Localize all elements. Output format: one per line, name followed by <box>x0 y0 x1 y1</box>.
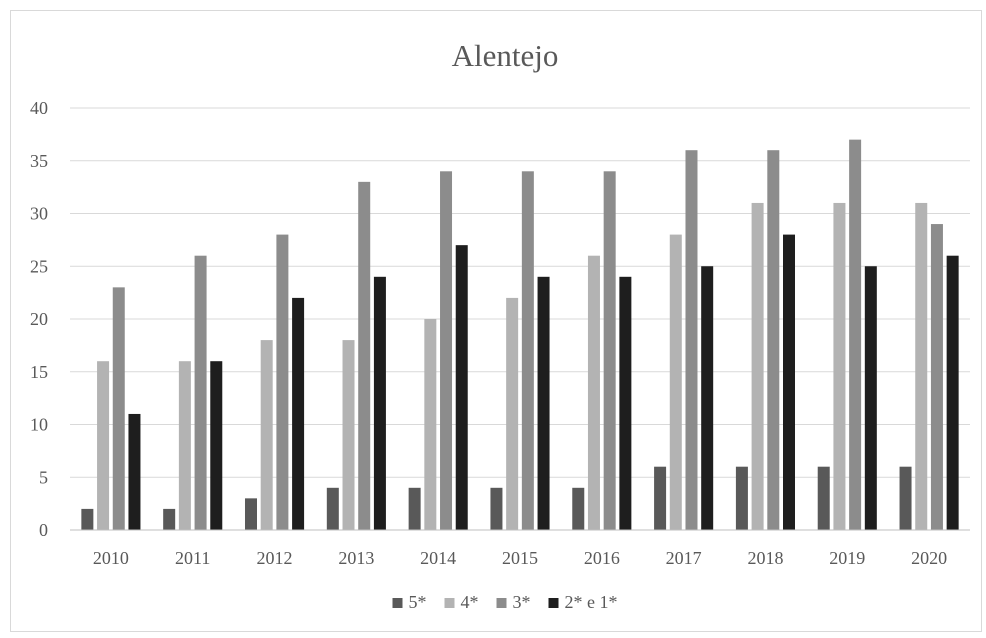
bar <box>946 255 959 530</box>
bar <box>735 466 748 530</box>
x-tick-label: 2011 <box>175 548 210 568</box>
x-tick-label: 2014 <box>420 548 456 568</box>
bar <box>521 171 534 531</box>
x-axis-ticks: 2010 2011 2012 2013 2014 2015 2016 2017 2018 2019… <box>93 548 947 568</box>
legend-swatch <box>392 598 403 608</box>
bar <box>537 276 550 530</box>
chart-title: Alentejo <box>452 38 559 73</box>
bar <box>112 287 125 530</box>
bar <box>833 202 846 530</box>
bar <box>915 202 928 530</box>
x-tick-label: 2010 <box>93 548 129 568</box>
y-tick-label: 20 <box>30 309 48 329</box>
bar <box>506 297 519 530</box>
bar <box>669 234 682 530</box>
bar <box>358 181 371 530</box>
bar <box>276 234 289 530</box>
bar <box>128 413 141 530</box>
bar <box>408 487 421 530</box>
bar <box>849 139 862 530</box>
x-tick-label: 2016 <box>584 548 620 568</box>
bar <box>440 171 453 531</box>
bar <box>178 361 191 530</box>
bar <box>81 508 94 530</box>
bar <box>194 255 207 530</box>
bar <box>210 361 223 530</box>
y-tick-label: 25 <box>30 256 48 276</box>
bar <box>767 150 780 530</box>
bar <box>930 224 943 531</box>
bar <box>97 361 110 530</box>
legend-label: 5* <box>409 592 427 612</box>
x-tick-label: 2018 <box>747 548 783 568</box>
y-tick-label: 40 <box>30 98 48 118</box>
x-tick-label: 2017 <box>666 548 702 568</box>
x-tick-label: 2012 <box>257 548 293 568</box>
bar <box>572 487 585 530</box>
legend-swatch <box>496 598 507 608</box>
legend-swatch <box>548 598 559 608</box>
bar <box>342 340 355 530</box>
legend-label: 3* <box>513 592 531 612</box>
bar <box>424 319 437 530</box>
x-tick-label: 2020 <box>911 548 947 568</box>
bar <box>783 234 796 530</box>
y-tick-label: 15 <box>30 362 48 382</box>
y-tick-label: 30 <box>30 204 48 224</box>
legend-label: 2* e 1* <box>565 592 618 612</box>
bar <box>619 276 632 530</box>
legend: 5* 4* 3* 2* e 1* <box>392 592 618 612</box>
bar <box>490 487 503 530</box>
bar <box>244 498 257 530</box>
x-tick-label: 2019 <box>829 548 865 568</box>
legend-swatch <box>444 598 455 608</box>
y-tick-label: 0 <box>39 520 48 540</box>
bar <box>899 466 912 530</box>
bar <box>292 297 305 530</box>
bar <box>817 466 830 530</box>
y-tick-label: 10 <box>30 415 48 435</box>
x-tick-label: 2015 <box>502 548 538 568</box>
bar <box>373 276 386 530</box>
bar <box>685 150 698 530</box>
bars <box>81 139 959 531</box>
bar <box>603 171 616 531</box>
bar <box>751 202 764 530</box>
bar <box>455 245 468 530</box>
y-axis-ticks: 0 5 10 15 20 25 30 35 40 <box>30 98 48 540</box>
legend-label: 4* <box>461 592 479 612</box>
y-tick-label: 35 <box>30 151 48 171</box>
y-tick-label: 5 <box>39 467 48 487</box>
bar <box>701 266 714 530</box>
bar <box>163 508 176 530</box>
bar <box>326 487 339 530</box>
bar <box>864 266 877 530</box>
bar <box>260 340 273 530</box>
bar <box>587 255 600 530</box>
x-tick-label: 2013 <box>338 548 374 568</box>
bar <box>654 466 667 530</box>
